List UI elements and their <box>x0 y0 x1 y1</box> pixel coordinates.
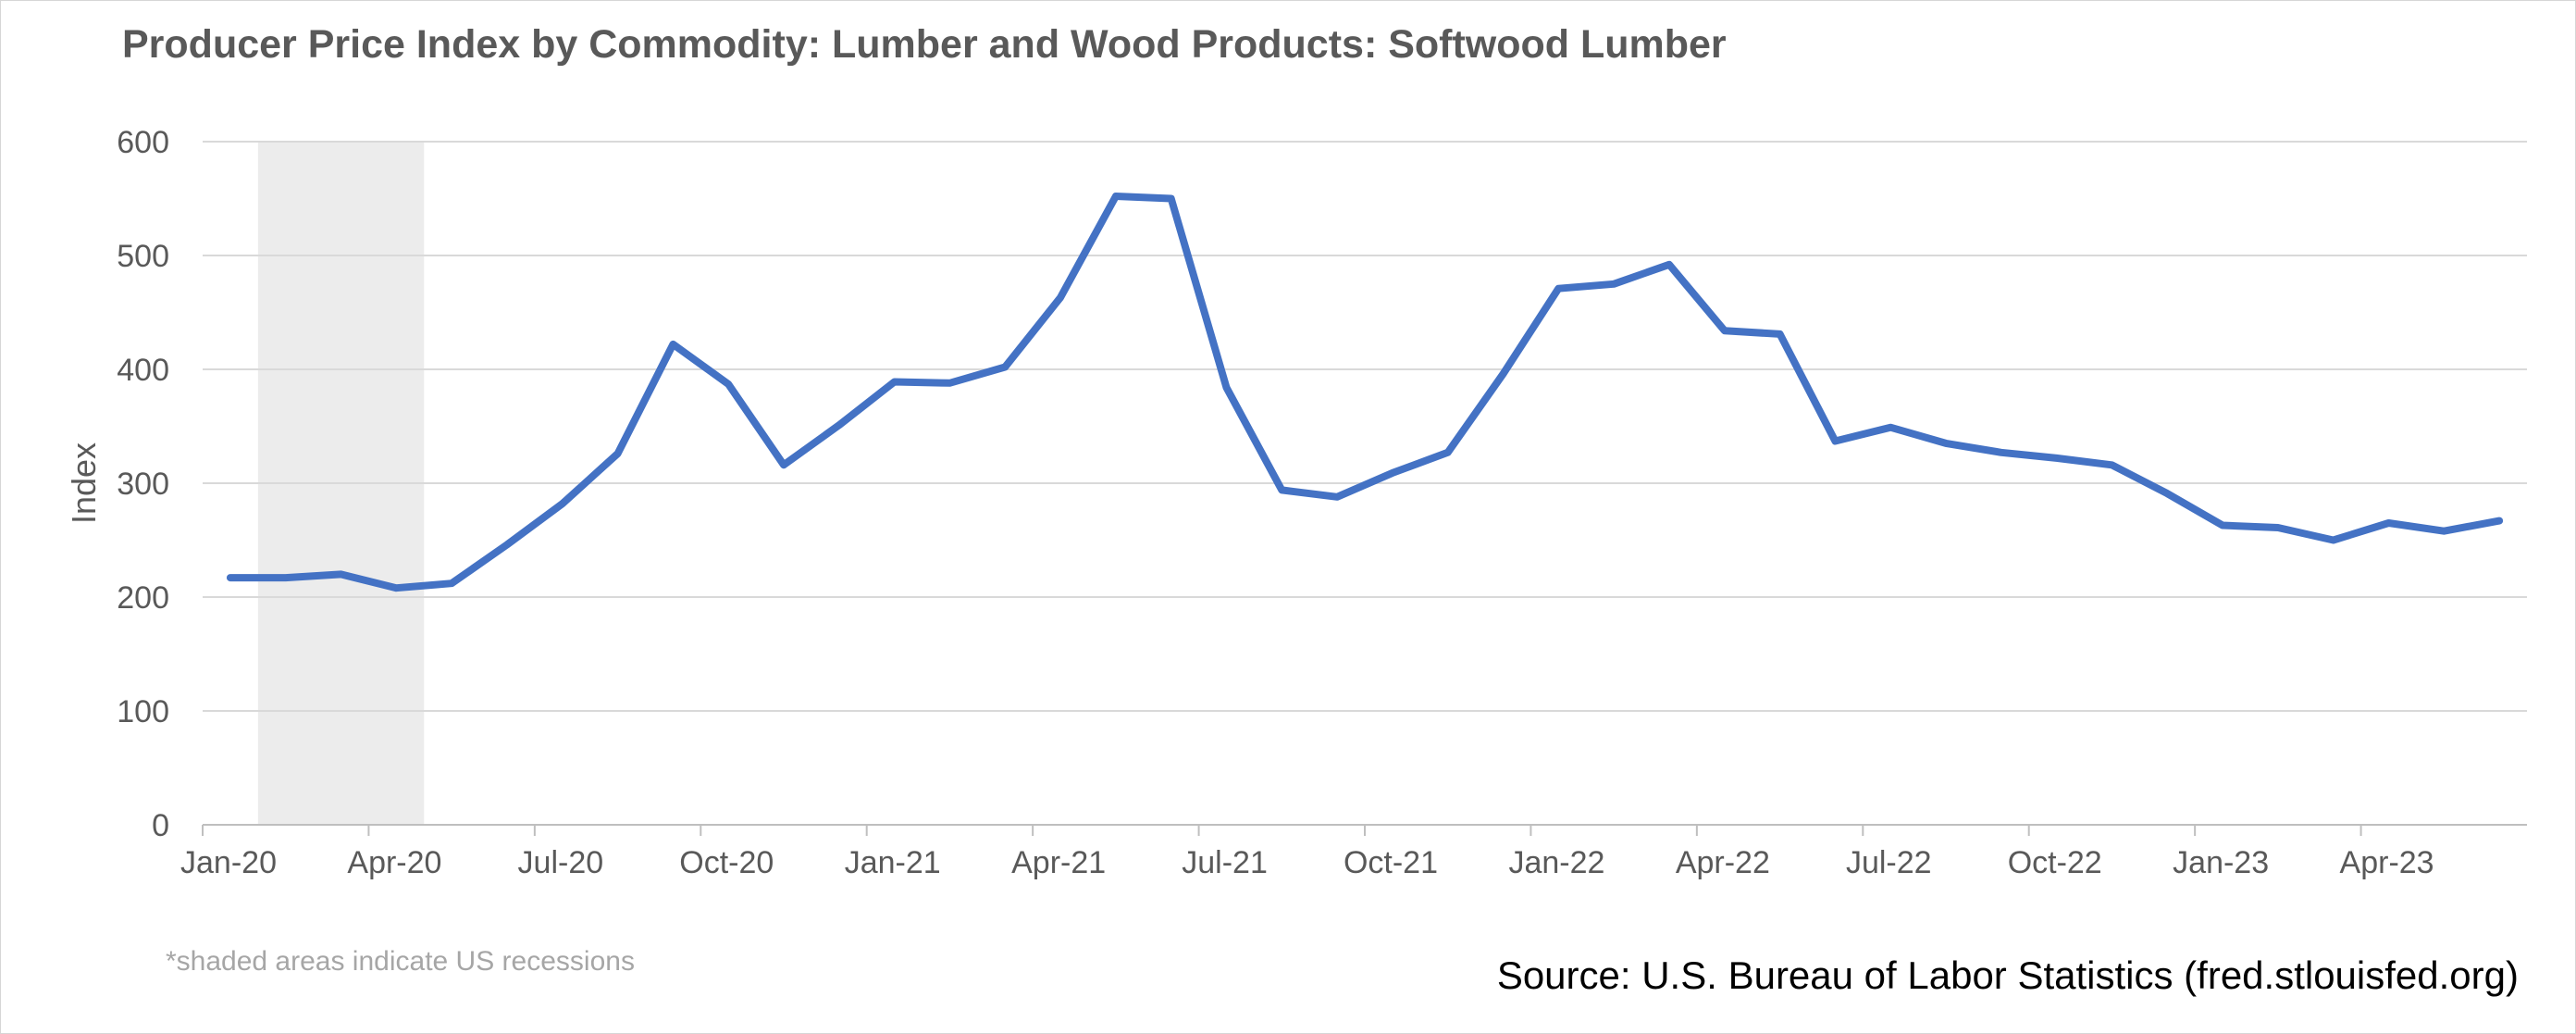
gridlines <box>203 141 2527 712</box>
x-tick-label: Oct-20 <box>679 845 774 880</box>
x-tick-label: Oct-21 <box>1344 845 1438 880</box>
y-tick-label: 500 <box>117 239 169 274</box>
y-tick-label: 600 <box>117 125 169 160</box>
y-tick-label: 300 <box>117 467 169 502</box>
y-tick-label: 100 <box>117 694 169 729</box>
y-tick-label: 400 <box>117 353 169 388</box>
recession-note: *shaded areas indicate US recessions <box>166 946 635 977</box>
x-tick-label: Jul-21 <box>1182 845 1268 880</box>
y-tick-label: 0 <box>152 808 169 843</box>
x-tick-label: Jan-21 <box>845 845 941 880</box>
x-tick-label: Jan-20 <box>180 845 277 880</box>
x-tick-label: Apr-23 <box>2340 845 2434 880</box>
y-tick-label: 200 <box>117 580 169 616</box>
x-tick-label: Apr-21 <box>1011 845 1106 880</box>
x-tick-label: Apr-22 <box>1676 845 1770 880</box>
x-tick-label: Jul-20 <box>518 845 604 880</box>
chart-title: Producer Price Index by Commodity: Lumbe… <box>122 22 1727 67</box>
series-line-0 <box>226 193 2504 592</box>
series-layer <box>226 193 2504 592</box>
x-tick-label: Apr-20 <box>347 845 441 880</box>
x-tick-label: Jan-22 <box>1508 845 1604 880</box>
x-tick-label: Jul-22 <box>1846 845 1932 880</box>
x-tick-label: Jan-23 <box>2173 845 2269 880</box>
x-tick-label: Oct-22 <box>2008 845 2102 880</box>
source-credit: Source: U.S. Bureau of Labor Statistics … <box>1497 953 2519 997</box>
y-axis-label: Index <box>65 442 103 524</box>
x-tick-labels: Jan-20 Apr-20 Jul-20 Oct-20 Jan-21 Apr-21 Jul-… <box>180 845 2434 880</box>
y-axis: 0 100 200 300 400 500 600 <box>117 125 169 843</box>
x-axis <box>202 824 2527 836</box>
